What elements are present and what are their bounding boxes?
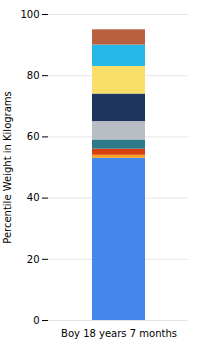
svg-text:0: 0 xyxy=(33,315,39,326)
svg-text:Percentile Weight in Kilograms: Percentile Weight in Kilograms xyxy=(2,91,13,244)
svg-text:80: 80 xyxy=(27,70,40,81)
svg-text:Boy 18 years 7 months: Boy 18 years 7 months xyxy=(61,328,177,339)
svg-text:60: 60 xyxy=(27,131,40,142)
svg-text:40: 40 xyxy=(27,192,40,203)
svg-text:100: 100 xyxy=(20,9,39,20)
svg-text:20: 20 xyxy=(27,253,40,264)
